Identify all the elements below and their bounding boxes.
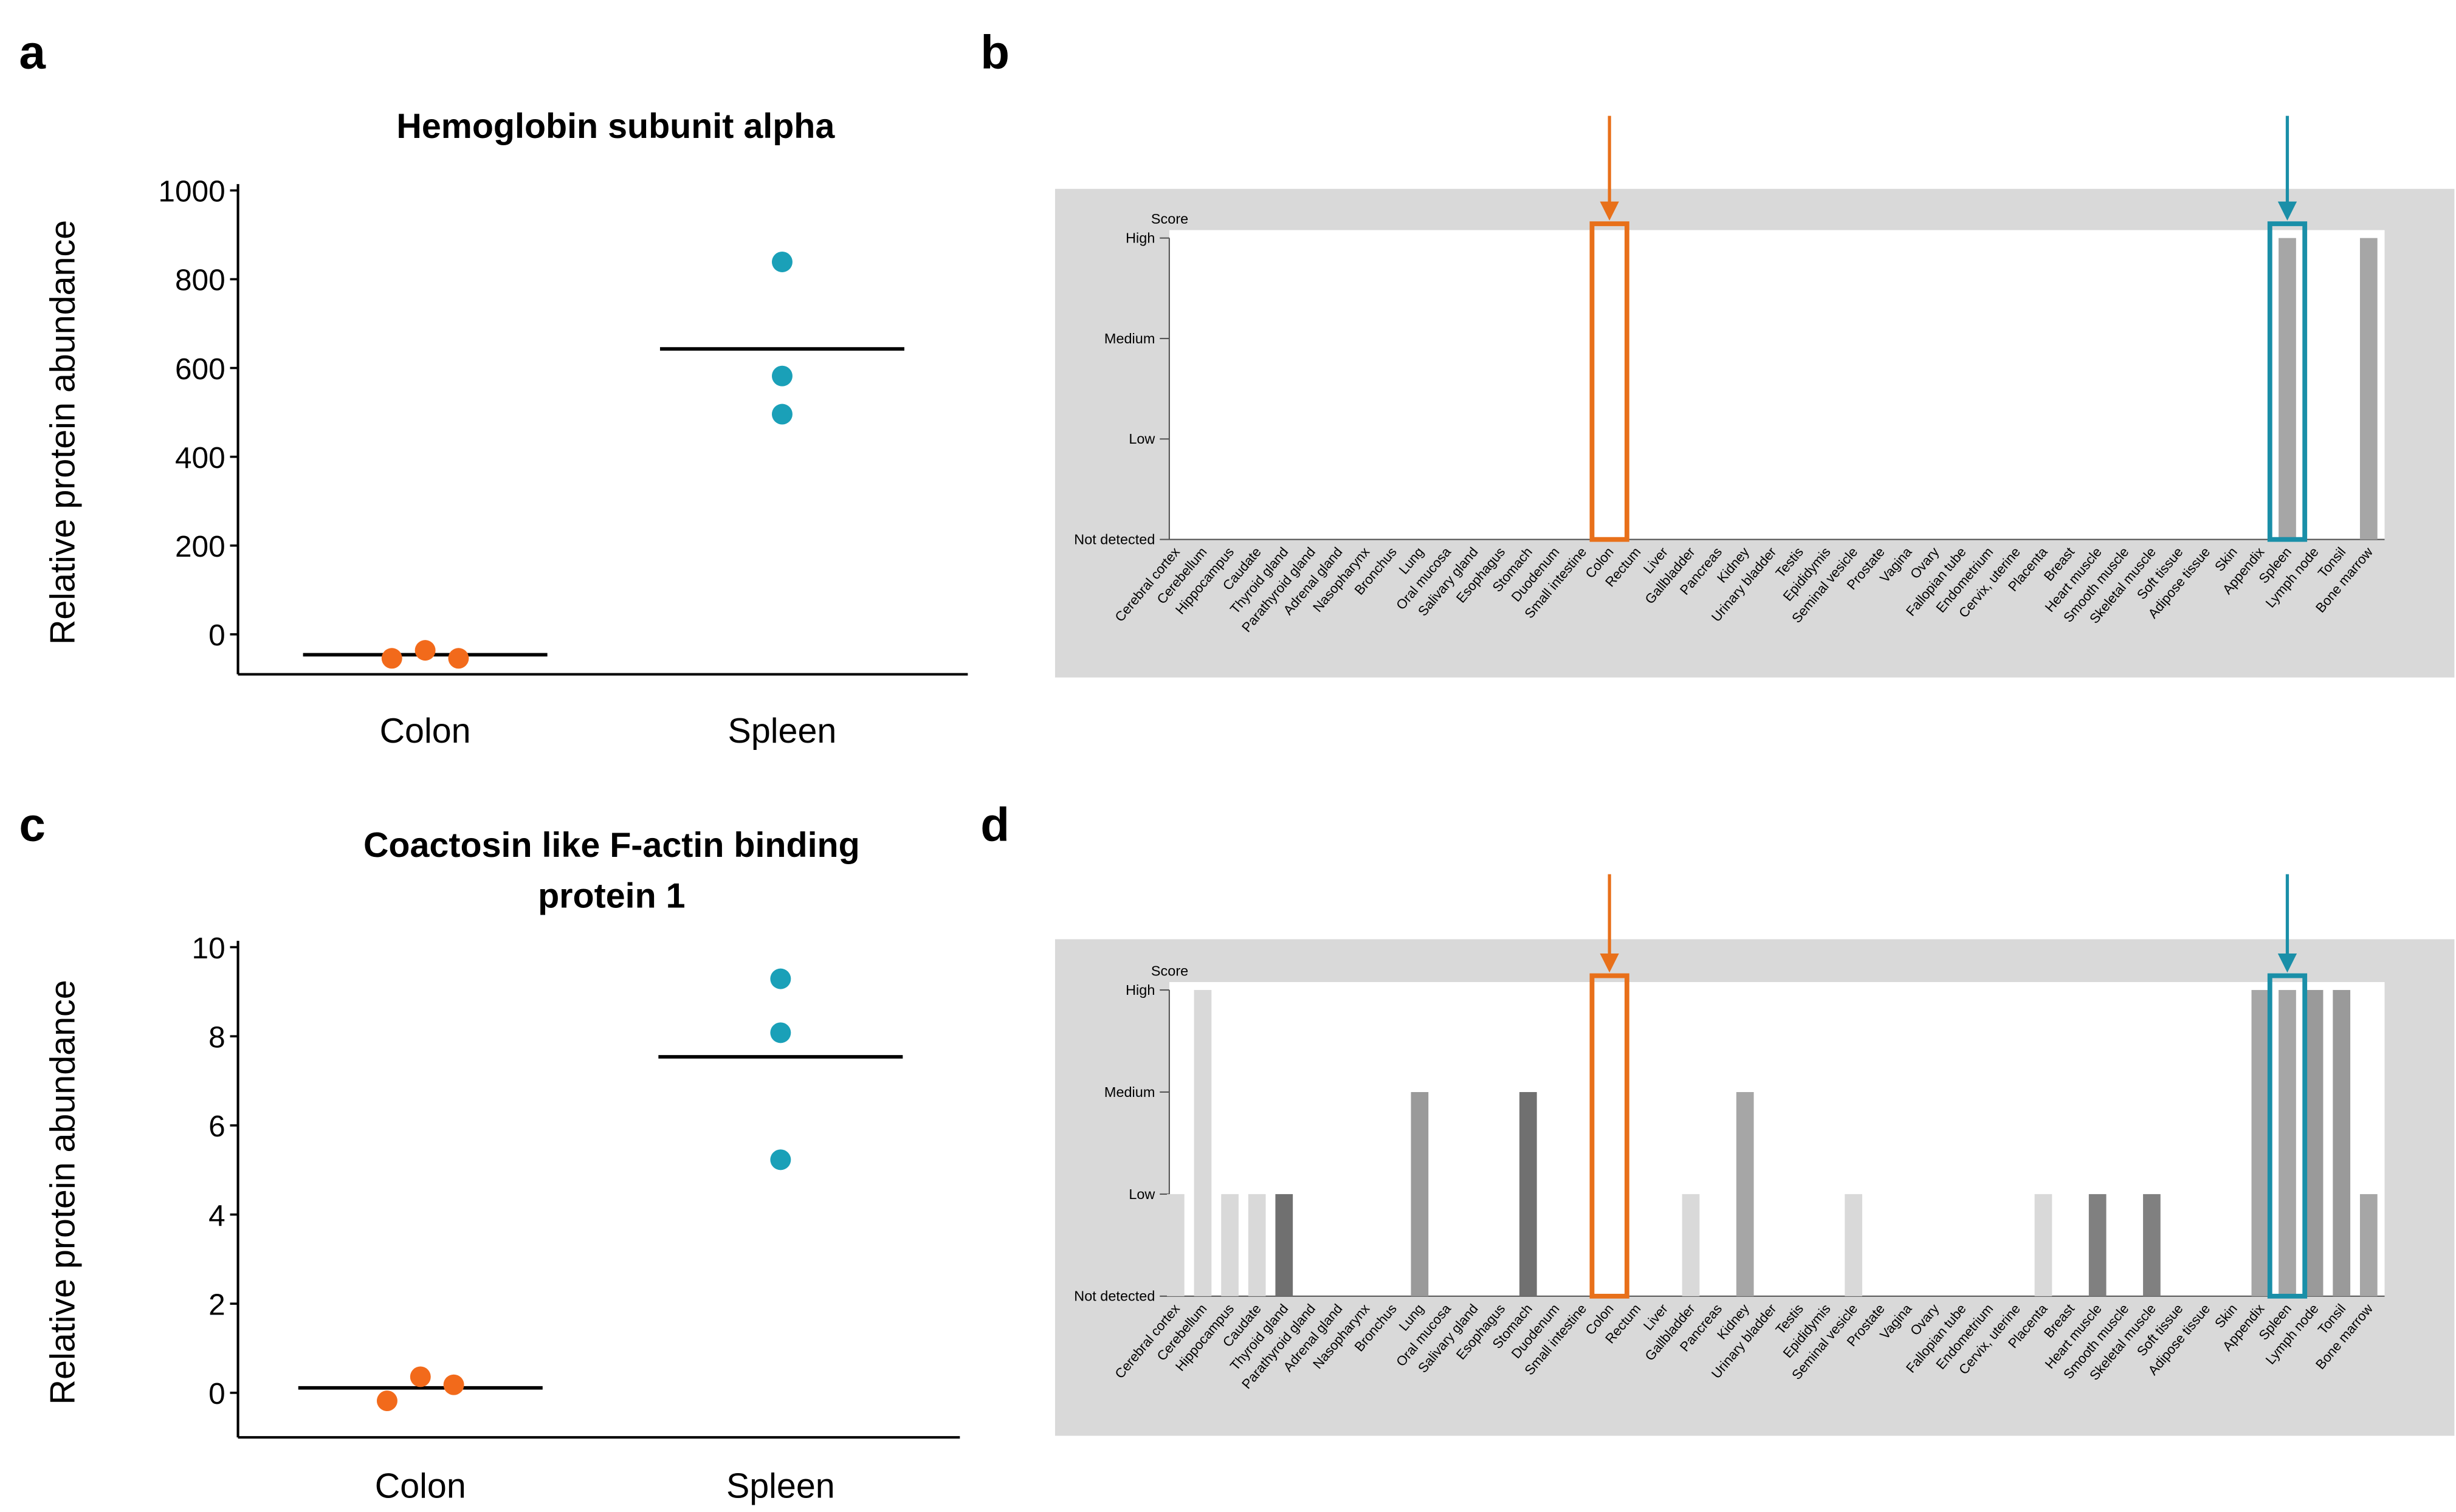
data-point — [770, 968, 791, 989]
data-point — [410, 1366, 431, 1387]
data-point — [414, 640, 436, 661]
y-tick-label: Low — [1129, 431, 1155, 447]
y-tick-label: 200 — [175, 529, 225, 563]
y-tick-label: 4 — [208, 1198, 225, 1232]
x-tick-label: Spleen — [726, 1466, 835, 1505]
data-point — [770, 1022, 791, 1043]
bar — [2333, 990, 2351, 1296]
bar — [1682, 1194, 1700, 1296]
bar — [1736, 1091, 1754, 1296]
y-tick-label: 10 — [192, 931, 225, 965]
bar — [1845, 1194, 1863, 1296]
y-tick-label: Not detected — [1074, 532, 1155, 548]
data-point — [770, 1149, 791, 1170]
plot-area — [1169, 981, 2385, 1296]
x-tick-label: Colon — [375, 1466, 466, 1505]
y-tick-label: 2 — [208, 1287, 225, 1321]
bar — [2143, 1194, 2161, 1296]
bar — [2279, 990, 2296, 1296]
data-point — [771, 365, 793, 387]
plot-area — [1169, 230, 2385, 540]
bar — [2279, 238, 2296, 540]
x-tick-label: Spleen — [728, 712, 837, 751]
bar — [2305, 990, 2324, 1296]
y-axis-label: Relative protein abundance — [44, 980, 83, 1404]
highlight-box — [1589, 221, 1629, 542]
data-point — [443, 1374, 464, 1395]
arrow-head — [2277, 201, 2297, 221]
y-tick-label: 8 — [208, 1020, 225, 1054]
y-axis-label: Score — [1151, 211, 1188, 227]
arrow-head — [1600, 954, 1619, 973]
bar — [1194, 990, 1212, 1296]
highlight-box — [2267, 221, 2308, 542]
bar — [2034, 1194, 2052, 1296]
panel-label: a — [19, 25, 46, 78]
y-tick-label: Medium — [1104, 331, 1155, 346]
panel-label: c — [19, 798, 46, 851]
data-point — [771, 404, 793, 425]
y-axis-label: Relative protein abundance — [44, 220, 83, 645]
y-tick-label: 600 — [175, 352, 225, 386]
arrow-head — [2277, 954, 2297, 973]
x-tick-label: Colon — [380, 712, 471, 751]
chart-title: Coactosin like F-actin binding protein 1 — [363, 826, 860, 916]
data-point — [448, 648, 469, 669]
bar — [1166, 1194, 1185, 1296]
data-point — [376, 1390, 397, 1412]
y-tick-label: Low — [1129, 1186, 1155, 1202]
highlight-box — [2267, 973, 2308, 1299]
bar — [2088, 1194, 2107, 1296]
bar — [1248, 1194, 1266, 1296]
y-tick-label: 400 — [175, 441, 225, 475]
data-point — [381, 648, 402, 669]
highlight-box — [1589, 973, 1629, 1299]
title-line: protein 1 — [538, 876, 685, 915]
panel-label: b — [980, 25, 1010, 78]
bar — [1275, 1194, 1293, 1296]
y-tick-label: High — [1126, 230, 1155, 246]
y-tick-label: 6 — [208, 1109, 225, 1143]
y-tick-label: 0 — [208, 618, 225, 652]
y-tick-label: 1000 — [158, 174, 225, 208]
panel-label: d — [980, 798, 1010, 851]
y-axis-label: Score — [1151, 963, 1188, 979]
bar — [2359, 238, 2378, 540]
chart-title: Hemoglobin subunit alpha — [396, 107, 835, 146]
bar — [1221, 1194, 1239, 1296]
y-tick-label: 800 — [175, 263, 225, 297]
bar — [1411, 1091, 1429, 1296]
title-line: Coactosin like F-actin binding — [363, 826, 860, 865]
bar — [2359, 1194, 2378, 1296]
arrow-head — [1600, 201, 1619, 221]
data-point — [771, 252, 793, 272]
y-tick-label: Not detected — [1074, 1288, 1155, 1304]
y-tick-label: High — [1126, 982, 1155, 998]
bar — [1519, 1091, 1537, 1296]
bar — [2251, 990, 2269, 1296]
y-tick-label: 0 — [208, 1376, 225, 1411]
y-tick-label: Medium — [1104, 1084, 1155, 1100]
